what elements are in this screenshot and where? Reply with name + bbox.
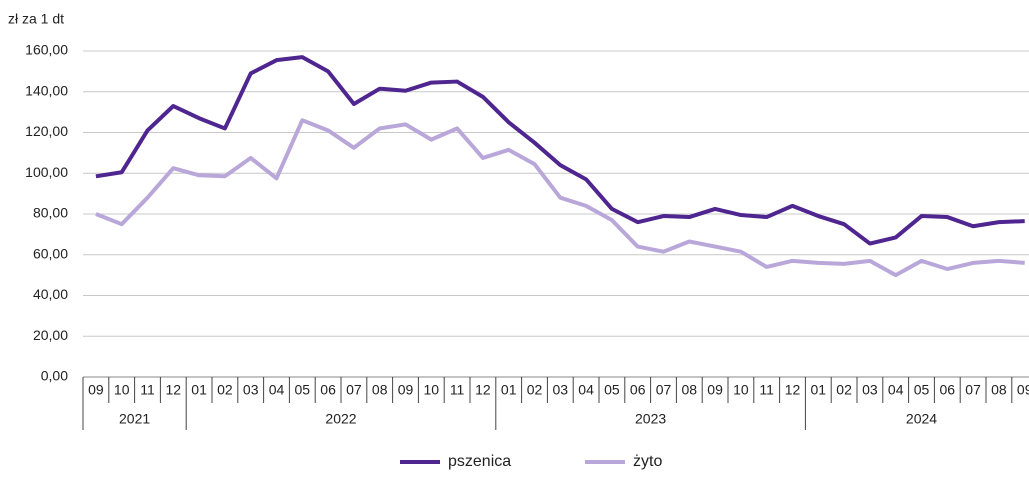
x-tick-label: 02: [836, 382, 852, 398]
y-tick-label: 60,00: [33, 245, 68, 261]
x-group-label: 2024: [906, 411, 937, 427]
x-tick-label: 01: [501, 382, 517, 398]
line: [95, 118, 1025, 278]
y-tick-label: 120,00: [25, 123, 68, 139]
x-group-label: 2021: [119, 411, 150, 427]
x-tick-label: 02: [217, 382, 233, 398]
y-tick-label: 0,00: [41, 368, 68, 384]
line: [95, 55, 1025, 246]
x-tick-label: 03: [243, 382, 259, 398]
x-tick-label: 09: [707, 382, 723, 398]
x-tick-label: 01: [191, 382, 207, 398]
x-tick-label: 08: [372, 382, 388, 398]
x-tick-label: 11: [450, 382, 465, 398]
x-tick-label: 08: [991, 382, 1007, 398]
x-tick-label: 05: [604, 382, 620, 398]
x-tick-label: 01: [811, 382, 827, 398]
y-tick-label: 140,00: [25, 82, 68, 98]
x-tick-label: 09: [398, 382, 414, 398]
x-tick-label: 02: [527, 382, 543, 398]
x-tick-label: 06: [630, 382, 646, 398]
x-tick-label: 10: [114, 382, 130, 398]
y-axis-label: zł za 1 dt: [8, 11, 64, 27]
x-tick-label: 05: [295, 382, 311, 398]
x-tick-label: 12: [166, 382, 182, 398]
x-tick-label: 12: [785, 382, 801, 398]
x-tick-label: 09: [1017, 382, 1029, 398]
x-tick-label: 12: [475, 382, 491, 398]
x-tick-label: 06: [940, 382, 956, 398]
x-tick-label: 03: [862, 382, 878, 398]
x-tick-label: 10: [733, 382, 749, 398]
y-tick-label: 160,00: [25, 42, 68, 58]
x-tick-label: 04: [269, 382, 285, 398]
legend-label: żyto: [633, 453, 662, 470]
x-tick-label: 07: [346, 382, 362, 398]
x-tick-label: 06: [320, 382, 336, 398]
x-tick-label: 08: [682, 382, 698, 398]
x-group-label: 2023: [635, 411, 666, 427]
x-tick-label: 10: [424, 382, 440, 398]
y-tick-label: 100,00: [25, 164, 68, 180]
y-tick-label: 80,00: [33, 205, 68, 221]
x-tick-label: 04: [578, 382, 594, 398]
y-tick-label: 20,00: [33, 327, 68, 343]
y-tick-label: 40,00: [33, 286, 68, 302]
x-tick-label: 07: [656, 382, 672, 398]
legend-label: pszenica: [448, 453, 511, 470]
x-tick-label: 03: [553, 382, 569, 398]
x-tick-label: 05: [914, 382, 930, 398]
x-tick-label: 07: [965, 382, 981, 398]
x-tick-label: 11: [140, 382, 155, 398]
x-tick-label: 09: [88, 382, 104, 398]
x-tick-label: 11: [759, 382, 774, 398]
x-tick-label: 04: [888, 382, 904, 398]
x-group-label: 2022: [325, 411, 356, 427]
